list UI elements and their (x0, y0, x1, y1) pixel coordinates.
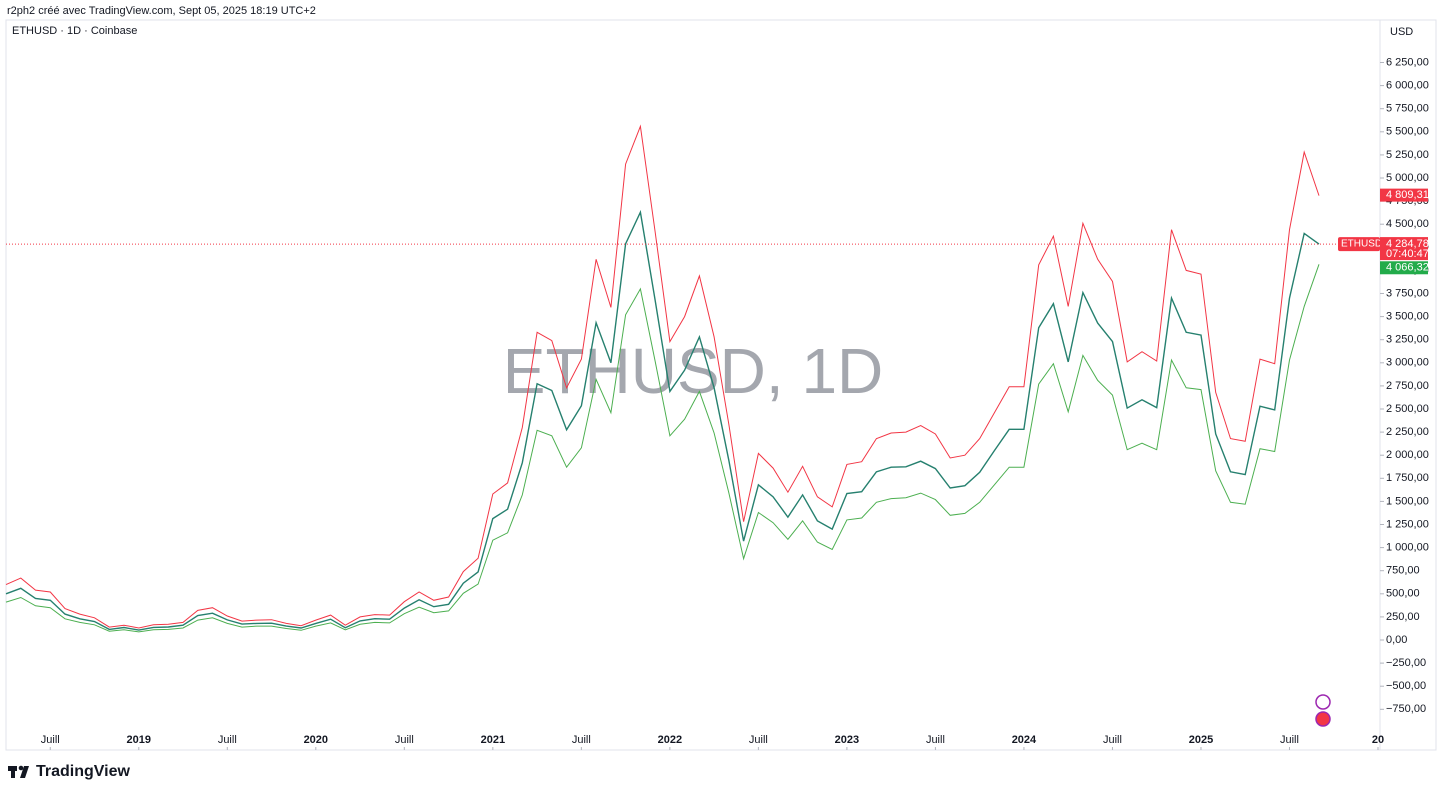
credit: r2ph2 créé avec TradingView.com, Sept 05… (7, 5, 316, 17)
x-tick-label: 2020 (304, 734, 328, 746)
y-tick-label: 500,00 (1386, 588, 1420, 600)
y-tick-label: 0,00 (1386, 634, 1407, 646)
y-tick-label: 4 500,00 (1386, 218, 1429, 230)
x-tick-label: Juill (218, 734, 237, 746)
y-tick-label: −500,00 (1386, 680, 1426, 692)
price-tag-label: 4 284,78 (1386, 238, 1429, 250)
y-tick-label: 1 750,00 (1386, 472, 1429, 484)
price-tag (1380, 188, 1428, 202)
y-tick-label: 3 000,00 (1386, 357, 1429, 369)
x-tick-label: 2019 (127, 734, 151, 746)
icon (1315, 711, 1331, 727)
price-line (5, 124, 1320, 629)
y-tick-label: 750,00 (1386, 565, 1420, 577)
brand: TradingView (36, 763, 131, 780)
y-tick-label: 5 500,00 (1386, 126, 1429, 138)
logo-shape (11, 766, 15, 778)
y-tick-label: 2 750,00 (1386, 380, 1429, 392)
y-tick-label: 5 250,00 (1386, 149, 1429, 161)
x-tick-label: Juill (749, 734, 768, 746)
y-tick-label: 2 500,00 (1386, 403, 1429, 415)
x-tick-label: Juill (572, 734, 591, 746)
x-tick-label: 2021 (481, 734, 505, 746)
frame (5, 19, 1437, 751)
price-tag-label: 4 809,31 (1386, 189, 1429, 201)
x-tick-label: Juill (926, 734, 945, 746)
y-tick-label: 1 000,00 (1386, 542, 1429, 554)
y-tick-label: 3 250,00 (1386, 334, 1429, 346)
x-tick-label: Juill (41, 734, 60, 746)
y-tick-label: 6 250,00 (1386, 56, 1429, 68)
y-tick-label: −750,00 (1386, 703, 1426, 715)
y-tick-label: 3 500,00 (1386, 311, 1429, 323)
price-line (5, 209, 1320, 631)
x-tick-label: 2023 (835, 734, 859, 746)
price-tag (1380, 261, 1428, 275)
countdown: 07:40:47 (1386, 248, 1429, 260)
x-tick-label: 20 (1372, 734, 1384, 746)
x-tick-label: Juill (1103, 734, 1122, 746)
x-tick-label: 2022 (658, 734, 682, 746)
y-tick-label: 3 750,00 (1386, 287, 1429, 299)
y-tick-label: −250,00 (1386, 657, 1426, 669)
x-tick-label: Juill (395, 734, 414, 746)
x-tick-label: 2024 (1012, 734, 1037, 746)
y-tick-label: 6 000,00 (1386, 80, 1429, 92)
price-tag (1380, 237, 1428, 261)
y-tick-label: 2 000,00 (1386, 449, 1429, 461)
price-tag-label: 4 066,32 (1386, 262, 1429, 274)
watermark: ETHUSD, 1D (503, 335, 884, 407)
y-tick-label: 1 250,00 (1386, 518, 1429, 530)
y-tick-label: 5 750,00 (1386, 103, 1429, 115)
y-tick-label: 5 000,00 (1386, 172, 1429, 184)
currency: USD (1390, 26, 1413, 38)
symbol-info: ETHUSD · 1D · Coinbase (12, 25, 137, 37)
logo (8, 765, 29, 778)
icon (1315, 694, 1331, 710)
price-line (5, 264, 1320, 633)
y-tick-label: 250,00 (1386, 611, 1420, 623)
symbol-tag (1338, 237, 1380, 252)
logo-shape (18, 765, 24, 771)
symbol-tag-text: ETHUSD (1341, 239, 1382, 250)
y-tick-label: 1 500,00 (1386, 495, 1429, 507)
x-tick-label: Juill (1280, 734, 1299, 746)
x-tick-label: 2025 (1189, 734, 1213, 746)
y-tick-label: 2 250,00 (1386, 426, 1429, 438)
logo-shape (20, 766, 29, 778)
